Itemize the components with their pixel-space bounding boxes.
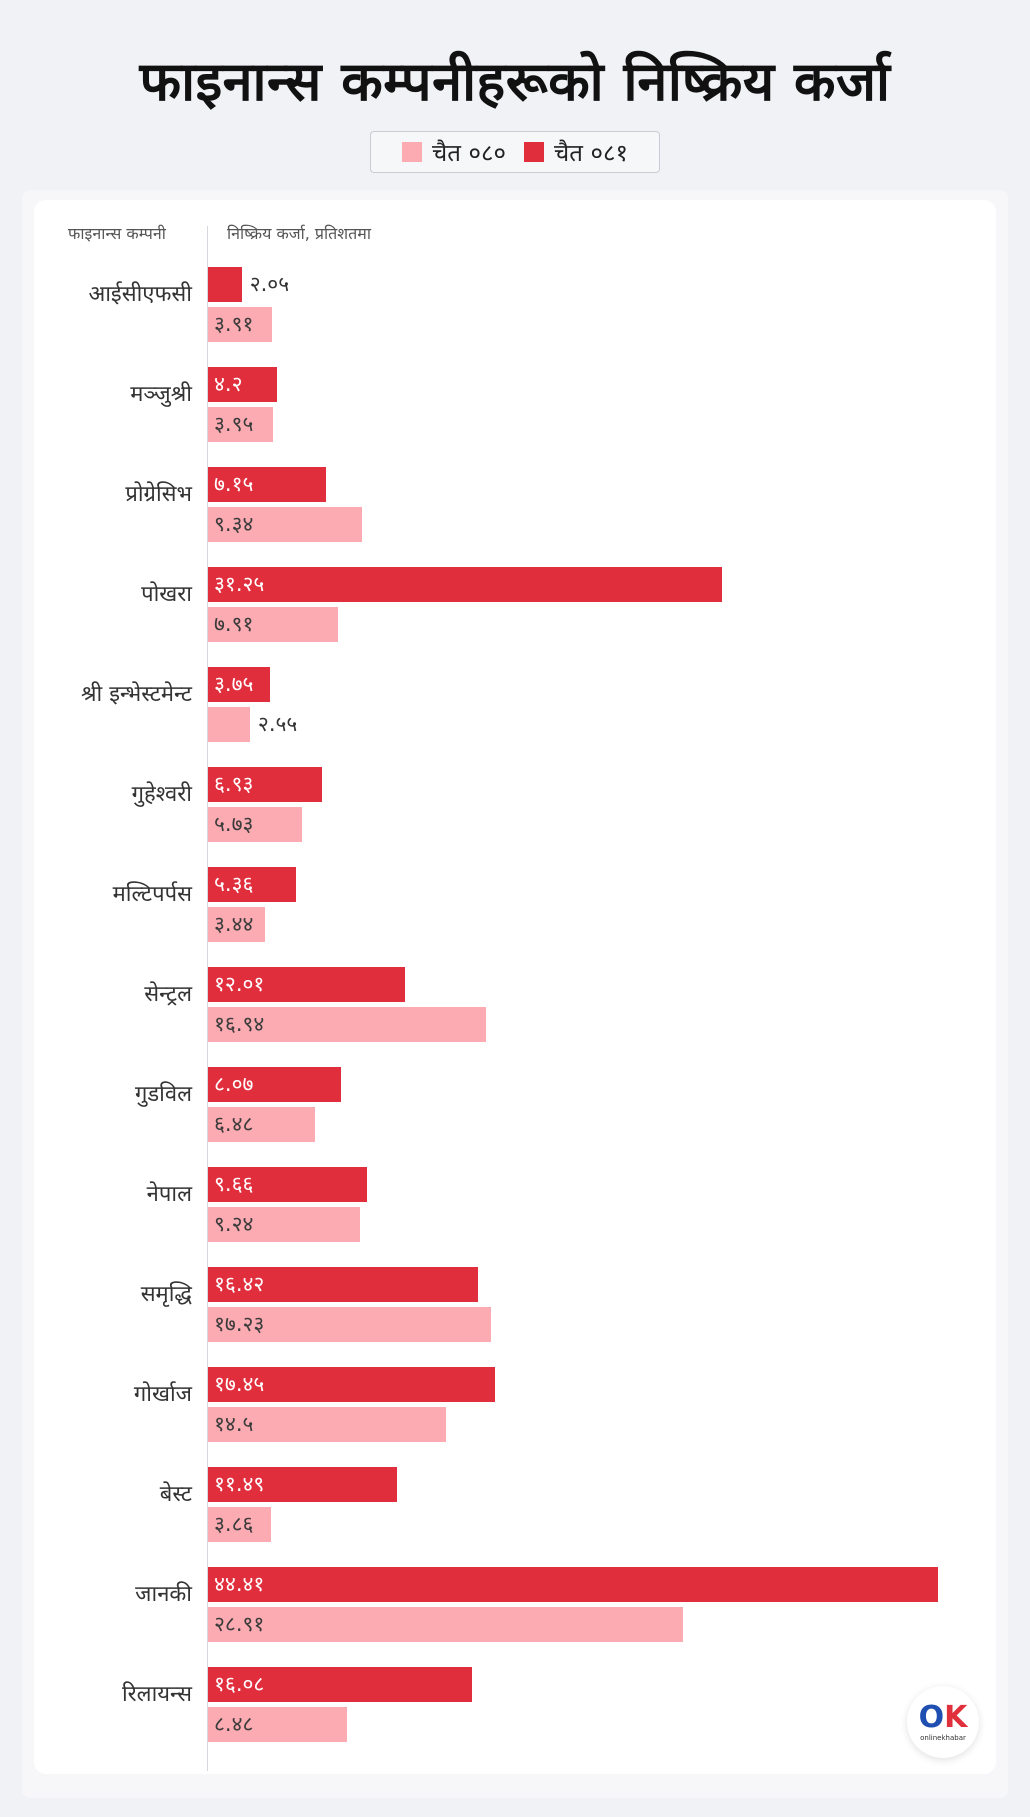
category-label: मञ्जुश्री: [130, 382, 192, 407]
data-label-curr-2: ७.१५: [214, 472, 254, 496]
data-label-prev-2: ९.३४: [214, 512, 254, 536]
legend-item-prev: चैत ०८०: [402, 136, 506, 169]
data-label-prev-9: ९.२४: [214, 1212, 254, 1236]
category-label: बेस्ट: [159, 1482, 192, 1507]
bar-prev-11: [208, 1407, 447, 1442]
category-label: सेन्ट्रल: [144, 982, 192, 1007]
category-label: गुहेश्वरी: [131, 782, 192, 807]
legend-label-curr: चैत ०८१: [554, 138, 628, 167]
data-label-prev-5: ५.७३: [214, 812, 254, 836]
data-label-curr-14: १६.०८: [214, 1672, 265, 1696]
bar-curr-10: [208, 1267, 478, 1302]
bar-curr-12: [208, 1467, 397, 1502]
data-label-curr-7: १२.०१: [214, 972, 265, 996]
bar-prev-6: [208, 907, 265, 942]
data-label-curr-8: ८.०७: [214, 1072, 254, 1096]
category-label: श्री इन्भेस्टमेन्ट: [80, 682, 192, 707]
bar-prev-4: [208, 707, 250, 742]
data-label-prev-6: ३.४४: [214, 912, 254, 936]
data-label-prev-1: ३.९५: [214, 412, 254, 436]
bar-curr-5: [208, 767, 322, 802]
data-label-curr-10: १६.४२: [214, 1272, 265, 1296]
bar-curr-11: [208, 1367, 495, 1402]
legend-swatch-prev: [402, 142, 422, 162]
category-label: जानकी: [135, 1582, 192, 1607]
data-label-prev-4: २.५५: [257, 712, 298, 736]
bar-prev-12: [208, 1507, 272, 1542]
bar-prev-1: [208, 407, 273, 442]
data-label-curr-4: ३.७५: [214, 672, 254, 696]
category-label: मल्टिपर्पस: [112, 882, 192, 907]
data-label-curr-9: ९.६६: [214, 1172, 254, 1196]
data-label-prev-12: ३.८६: [214, 1512, 254, 1536]
data-label-prev-8: ६.४८: [214, 1112, 254, 1136]
bar-prev-2: [208, 507, 362, 542]
data-label-prev-3: ७.९१: [214, 612, 254, 636]
chart-title: फाइनान्स कम्पनीहरूको निष्क्रिय कर्जा: [139, 50, 891, 113]
bar-prev-14: [208, 1707, 348, 1742]
bar-prev-13: [208, 1607, 684, 1642]
data-label-prev-13: २८.९१: [214, 1612, 265, 1636]
bar-curr-13: [208, 1567, 938, 1602]
data-label-curr-3: ३१.२५: [214, 572, 265, 596]
data-label-curr-11: १७.४५: [214, 1372, 265, 1396]
column-header-npl: निष्क्रिय कर्जा, प्रतिशतमा: [227, 224, 372, 243]
category-label: गोर्खाज: [133, 1382, 192, 1407]
legend-swatch-curr: [524, 142, 544, 162]
bar-prev-7: [208, 1007, 487, 1042]
data-label-curr-12: ११.४९: [214, 1472, 265, 1496]
data-label-curr-1: ४.२: [214, 372, 243, 396]
category-label: रिलायन्स: [121, 1682, 192, 1707]
bar-prev-9: [208, 1207, 360, 1242]
logo-mark-k: K: [944, 1699, 968, 1735]
data-label-prev-11: १४.५: [214, 1412, 254, 1436]
data-label-prev-14: ८.४८: [214, 1712, 254, 1736]
data-label-prev-7: १६.९४: [214, 1012, 265, 1036]
category-label: आईसीएफसी: [88, 282, 192, 307]
bar-prev-8: [208, 1107, 315, 1142]
data-label-curr-5: ६.९३: [214, 772, 254, 796]
category-label: गुडविल: [134, 1082, 192, 1107]
bar-prev-0: [208, 307, 273, 342]
axis-line: [207, 226, 208, 1771]
data-label-curr-13: ४४.४१: [214, 1572, 265, 1596]
legend: चैत ०८० चैत ०८१: [370, 131, 660, 173]
legend-item-curr: चैत ०८१: [524, 136, 628, 169]
bar-curr-0: [208, 267, 242, 302]
category-label: नेपाल: [146, 1182, 192, 1207]
data-label-curr-0: २.०५: [249, 272, 290, 296]
data-label-prev-0: ३.९१: [214, 312, 254, 336]
bar-curr-7: [208, 967, 406, 1002]
bar-curr-1: [208, 367, 278, 402]
bar-curr-9: [208, 1167, 367, 1202]
bar-curr-3: [208, 567, 722, 602]
bar-prev-3: [208, 607, 339, 642]
category-label: समृद्धि: [140, 1282, 192, 1307]
logo-text: onlinekhabar: [920, 1733, 966, 1742]
column-header-company: फाइनान्स कम्पनी: [68, 224, 166, 243]
legend-label-prev: चैत ०८०: [432, 138, 506, 167]
category-label: पोखरा: [141, 582, 192, 607]
bar-curr-4: [208, 667, 270, 702]
category-label: प्रोग्रेसिभ: [125, 482, 192, 507]
bar-curr-2: [208, 467, 326, 502]
bar-curr-8: [208, 1067, 341, 1102]
data-label-prev-10: १७.२३: [214, 1312, 265, 1336]
bar-curr-14: [208, 1667, 473, 1702]
data-label-curr-6: ५.३६: [214, 872, 254, 896]
chart-card: [34, 200, 996, 1774]
bar-prev-10: [208, 1307, 492, 1342]
logo-mark-o: O: [918, 1699, 945, 1735]
bar-curr-6: [208, 867, 297, 902]
bar-prev-5: [208, 807, 303, 842]
